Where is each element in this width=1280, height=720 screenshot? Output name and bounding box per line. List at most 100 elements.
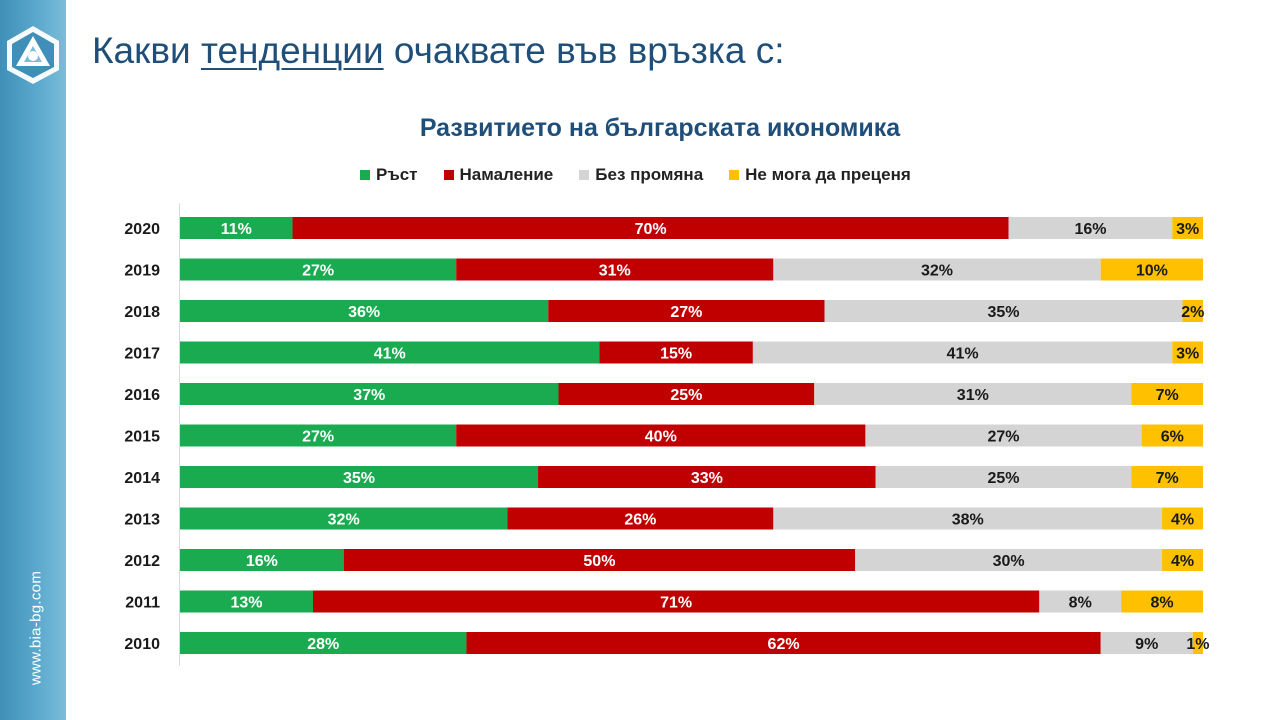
bar-segment xyxy=(824,300,1183,322)
sidebar-band: www.bia-bg.com xyxy=(0,0,66,720)
title-part-pre: Какви xyxy=(92,30,201,71)
bar-segment xyxy=(312,590,1040,613)
bar-segment xyxy=(507,507,774,530)
data-label: 27% xyxy=(302,429,334,446)
bar-segment xyxy=(1192,632,1203,654)
legend-label-growth: Ръст xyxy=(376,165,418,184)
bar-segment xyxy=(814,383,1132,405)
data-label: 6% xyxy=(1161,429,1184,446)
bar-segment xyxy=(752,341,1173,364)
legend-label-decline: Намаление xyxy=(459,165,554,184)
data-label: 27% xyxy=(670,304,702,321)
bar-segment xyxy=(292,217,1009,239)
bar-segment xyxy=(548,300,825,322)
data-label: 50% xyxy=(583,553,615,570)
data-label: 7% xyxy=(1156,387,1179,404)
data-label: 40% xyxy=(645,429,677,446)
data-label: 8% xyxy=(1069,595,1092,612)
bar-segment xyxy=(180,217,293,239)
category-label: 2011 xyxy=(125,595,160,612)
data-label: 9% xyxy=(1135,636,1158,653)
bar-segment xyxy=(343,549,856,571)
legend-label-no-change: Без промяна xyxy=(595,165,704,184)
data-label: 32% xyxy=(921,263,953,280)
data-label: 35% xyxy=(343,470,375,487)
data-label: 7% xyxy=(1156,470,1179,487)
data-label: 8% xyxy=(1151,595,1174,612)
bar-segment xyxy=(180,466,539,488)
bar-segment xyxy=(180,341,600,364)
data-label: 28% xyxy=(307,636,339,653)
data-label: 32% xyxy=(328,512,360,529)
data-label: 41% xyxy=(947,346,979,363)
bar-segment xyxy=(1008,217,1173,239)
category-label: 2016 xyxy=(124,387,160,404)
data-label: 38% xyxy=(952,512,984,529)
bar-segment xyxy=(1100,258,1203,281)
bar-segment xyxy=(773,507,1163,530)
bar-segment xyxy=(180,300,549,322)
data-label: 3% xyxy=(1176,221,1199,238)
data-label: 31% xyxy=(599,263,631,280)
data-label: 4% xyxy=(1171,512,1194,529)
data-label: 2% xyxy=(1181,304,1204,321)
bar-segment xyxy=(1131,466,1203,488)
bar-segment xyxy=(180,549,344,571)
data-label: 15% xyxy=(660,346,692,363)
data-label: 25% xyxy=(670,387,702,404)
data-label: 16% xyxy=(246,553,278,570)
bar-segment xyxy=(538,466,876,488)
legend-item-cannot-say: Не мога да преценя xyxy=(729,165,911,185)
category-label: 2019 xyxy=(124,263,160,280)
data-label: 25% xyxy=(987,470,1019,487)
data-label: 41% xyxy=(374,346,406,363)
data-label: 36% xyxy=(348,304,380,321)
data-label: 37% xyxy=(353,387,385,404)
category-label: 2015 xyxy=(124,429,160,446)
legend-swatch-decline xyxy=(443,170,454,180)
data-label: 31% xyxy=(957,387,989,404)
category-label: 2017 xyxy=(124,346,160,363)
bar-segment xyxy=(180,383,559,405)
bar-segment xyxy=(180,258,457,281)
data-label: 11% xyxy=(221,221,252,238)
data-label: 3% xyxy=(1176,346,1199,363)
legend-item-decline: Намаление xyxy=(443,165,554,185)
bar-segment xyxy=(456,424,866,447)
data-label: 27% xyxy=(302,263,334,280)
category-label: 2018 xyxy=(124,304,160,321)
data-label: 10% xyxy=(1136,263,1168,280)
data-label: 35% xyxy=(987,304,1019,321)
bar-segment xyxy=(855,549,1163,571)
legend-label-cannot-say: Не мога да преценя xyxy=(745,165,911,184)
data-label: 30% xyxy=(993,553,1025,570)
bar-segment xyxy=(180,632,467,654)
legend-swatch-no-change xyxy=(579,170,590,180)
legend-item-no-change: Без промяна xyxy=(579,165,703,185)
page-title: Какви тенденции очаквате във връзка с: xyxy=(92,30,785,72)
bar-segment xyxy=(180,507,508,530)
data-label: 62% xyxy=(768,636,800,653)
bar-segment xyxy=(1100,632,1193,654)
title-part-underlined: тенденции xyxy=(200,30,384,71)
data-label: 1% xyxy=(1186,636,1209,653)
data-label: 13% xyxy=(230,595,262,612)
legend-swatch-cannot-say xyxy=(729,170,740,180)
bar-segment xyxy=(865,424,1142,447)
bar-segment xyxy=(1162,507,1203,530)
bar-segment xyxy=(1162,549,1203,571)
category-label: 2012 xyxy=(124,553,160,570)
legend-item-growth: Ръст xyxy=(360,165,418,185)
bar-segment xyxy=(1039,590,1122,613)
data-label: 71% xyxy=(660,595,692,612)
bar-segment xyxy=(1131,383,1203,405)
bar-segment xyxy=(456,258,774,281)
bar-segment xyxy=(875,466,1132,488)
data-label: 4% xyxy=(1171,553,1194,570)
chart-legend: Ръст Намаление Без промяна Не мога да пр… xyxy=(360,164,911,186)
chart-title: Развитието на българската икономика xyxy=(419,114,901,142)
data-label: 33% xyxy=(691,470,723,487)
category-label: 2013 xyxy=(124,512,160,529)
data-label: 26% xyxy=(624,512,656,529)
